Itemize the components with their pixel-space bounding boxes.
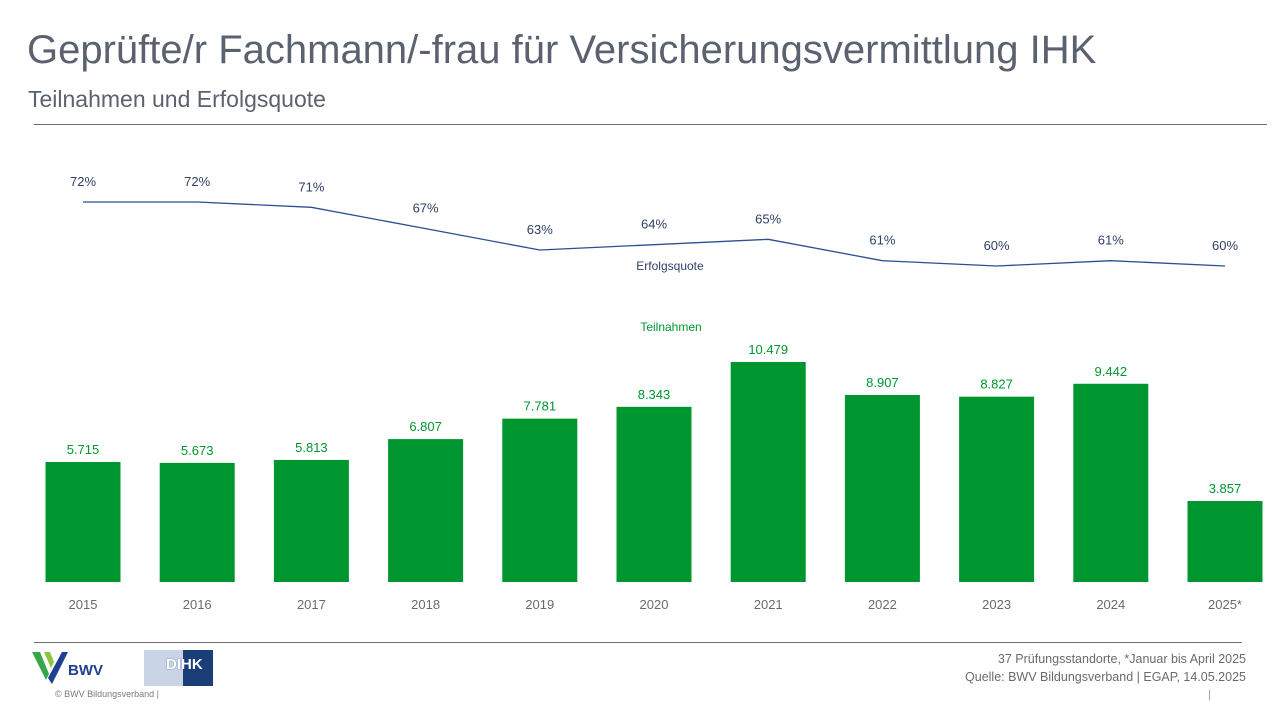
- bar: [959, 396, 1035, 582]
- bar-value-label: 3.857: [1209, 481, 1242, 496]
- x-tick-label: 2024: [1096, 597, 1125, 612]
- line-value-label: 64%: [641, 217, 667, 232]
- footnote-locations: 37 Prüfungsstandorte, *Januar bis April …: [997, 652, 1246, 666]
- page-title: Geprüfte/r Fachmann/-frau für Versicheru…: [27, 28, 1097, 72]
- x-tick-label: 2017: [297, 597, 326, 612]
- bar: [1073, 383, 1149, 582]
- x-tick-label: 2018: [411, 597, 440, 612]
- bar: [45, 462, 121, 582]
- dihk-logo-text: DIHK: [166, 656, 203, 673]
- line-value-label: 67%: [413, 201, 439, 216]
- line-value-label: 65%: [755, 211, 781, 226]
- erfolgsquote-line: [83, 201, 1226, 267]
- footer-pipe: |: [1208, 689, 1211, 701]
- x-tick-label: 2016: [183, 597, 212, 612]
- bar: [159, 462, 235, 582]
- footer-divider: [34, 642, 1242, 643]
- line-value-label: 61%: [869, 233, 895, 248]
- line-value-label: 71%: [298, 179, 324, 194]
- line-value-label: 61%: [1098, 233, 1124, 248]
- bar-value-label: 5.715: [67, 442, 100, 457]
- chart: 5.715 2015 5.673 2016 5.813 2017 6.807 2018 7.78…: [45, 174, 1263, 612]
- bwv-logo: [32, 652, 68, 684]
- bar-value-label: 9.442: [1095, 364, 1128, 379]
- x-tick-label: 2022: [868, 597, 897, 612]
- footnote-source: Quelle: BWV Bildungsverband | EGAP, 14.0…: [965, 670, 1246, 684]
- x-tick-label: 2023: [982, 597, 1011, 612]
- x-tick-label: 2025*: [1208, 597, 1242, 612]
- series-label-teilnahmen: Teilnahmen: [640, 320, 701, 334]
- bar-value-label: 6.807: [409, 419, 442, 434]
- bar-value-label: 5.813: [295, 440, 328, 455]
- bar: [273, 459, 349, 582]
- bwv-logo-text: BWV: [68, 662, 103, 679]
- bar: [388, 439, 464, 582]
- x-tick-label: 2020: [640, 597, 669, 612]
- source-note: 37 Prüfungsstandorte, *Januar bis April …: [965, 650, 1246, 686]
- bar: [616, 406, 692, 582]
- bar-value-label: 5.673: [181, 443, 214, 458]
- bar-value-label: 10.479: [748, 342, 788, 357]
- bar-value-label: 8.907: [866, 375, 899, 390]
- bar: [730, 362, 806, 582]
- dihk-logo: DIHK: [144, 650, 213, 686]
- x-tick-label: 2019: [525, 597, 554, 612]
- copyright: © BWV Bildungsverband |: [55, 689, 160, 699]
- bar-value-label: 8.343: [638, 387, 671, 402]
- header-divider: [34, 124, 1267, 125]
- line-value-label: 72%: [184, 174, 210, 189]
- x-tick-label: 2021: [754, 597, 783, 612]
- bar: [1187, 501, 1263, 582]
- bar-value-label: 7.781: [524, 399, 557, 414]
- line-value-label: 60%: [1212, 238, 1238, 253]
- x-tick-label: 2015: [69, 597, 98, 612]
- line-value-label: 60%: [984, 238, 1010, 253]
- series-label-erfolgsquote: Erfolgsquote: [636, 259, 704, 273]
- bar-value-label: 8.827: [980, 377, 1013, 392]
- bar: [502, 418, 578, 582]
- line-value-label: 63%: [527, 222, 553, 237]
- line-value-label: 72%: [70, 174, 96, 189]
- bar: [844, 395, 920, 582]
- page-subtitle: Teilnahmen und Erfolgsquote: [28, 86, 326, 112]
